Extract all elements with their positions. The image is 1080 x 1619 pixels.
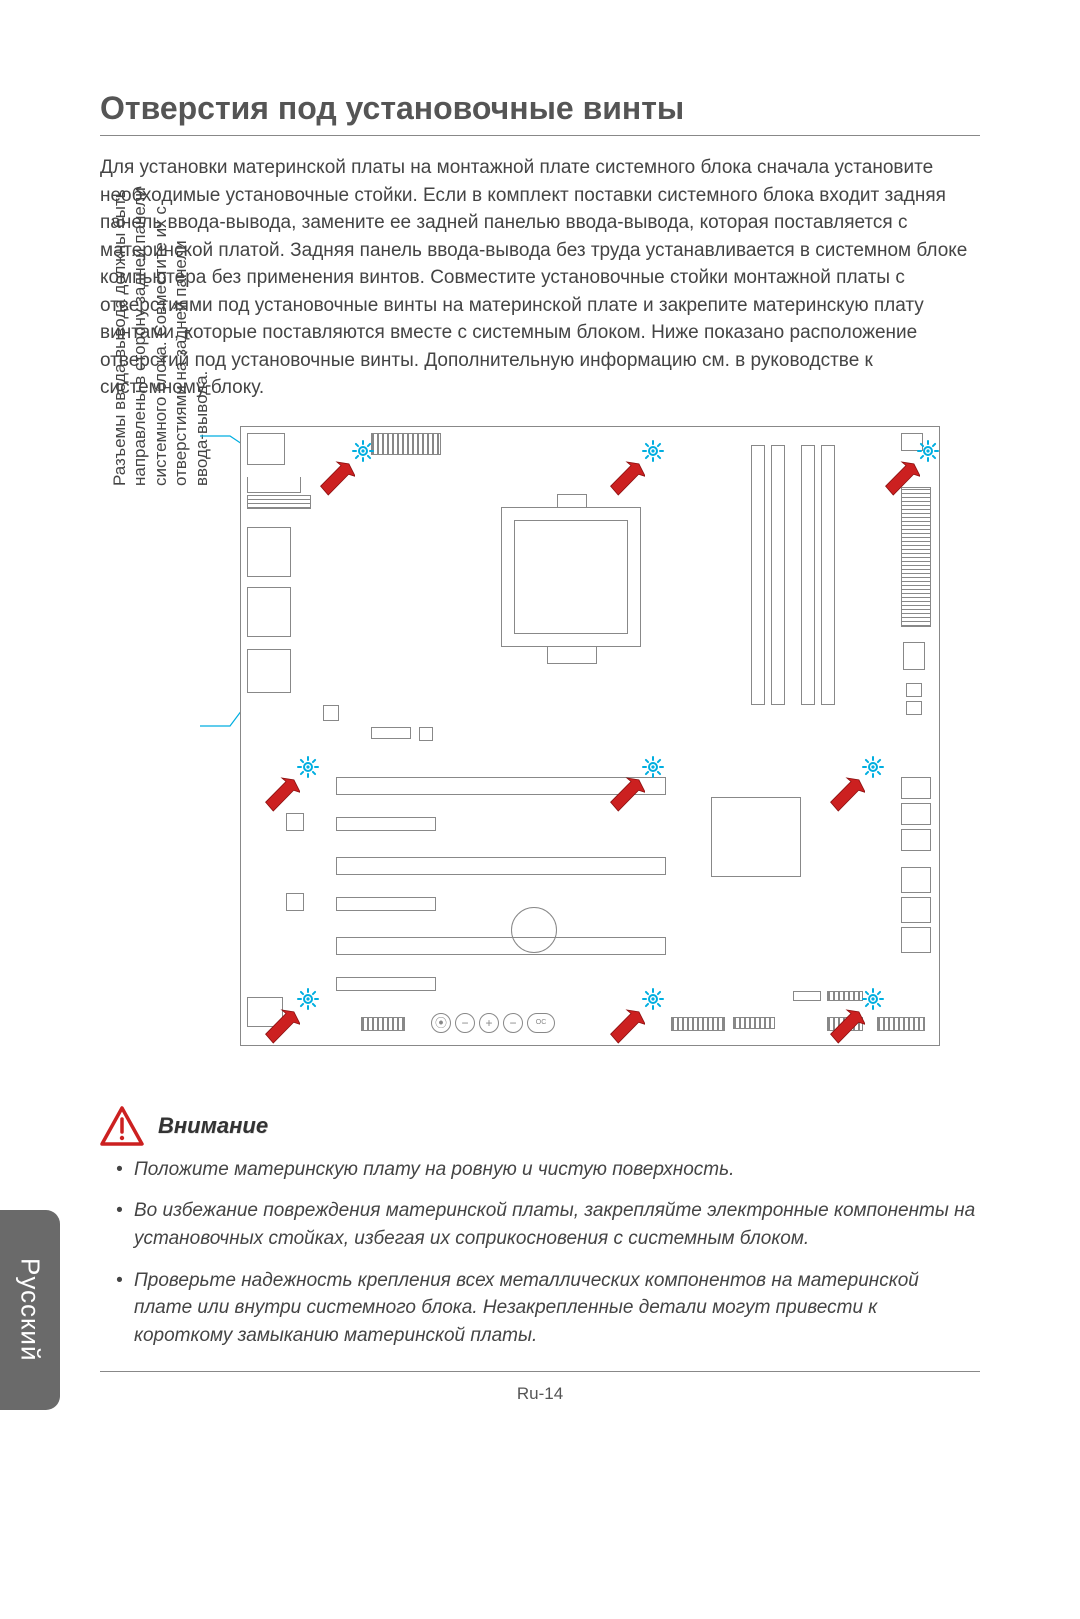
sata-block-3 [901,829,931,851]
front-panel-header [877,1017,925,1031]
sata-block-1 [901,777,931,799]
footer-rule [100,1371,980,1372]
oc-button-2: − [455,1013,475,1033]
pcie-slot-2 [336,817,436,831]
bullet-item: Положите материнскую плату на ровную и ч… [116,1156,980,1184]
bullet-item: Во избежание повреждения материнской пла… [116,1197,980,1252]
sata-block-2 [901,803,931,825]
atx-24pin [901,487,931,627]
mid-header-1b [419,727,433,741]
intro-paragraph: Для установки материнской платы на монта… [100,154,980,402]
pcie-slot-4 [336,897,436,911]
atx-power-header [371,433,441,455]
ram-slot-3 [801,445,815,705]
language-tab: Русский [0,1210,60,1410]
pointer-arrow-icon [829,1005,865,1053]
pointer-arrow-icon [264,773,300,821]
title-rule [100,135,980,136]
header-tr-3 [906,683,922,697]
io-block-1 [247,433,285,465]
bottom-header-3 [733,1017,775,1029]
mid-header-1 [371,727,411,739]
chipset [711,797,801,877]
notice-title: Внимание [158,1113,268,1139]
sata-block-5 [901,897,931,923]
pointer-arrow-icon [319,457,355,505]
pointer-arrow-icon [829,773,865,821]
sata-block-4 [901,867,931,893]
oc-button-4: − [503,1013,523,1033]
page-title: Отверстия под установочные винты [100,90,980,127]
warning-icon [100,1106,144,1146]
motherboard-outline: ⦿ − + − OC [240,426,940,1046]
oc-button-3: + [479,1013,499,1033]
page-number: Ru-14 [100,1384,980,1404]
notice-section: Внимание Положите материнскую плату на р… [100,1106,980,1349]
chip-small-3 [286,893,304,911]
pointer-arrow-icon [264,1005,300,1053]
pointer-arrow-icon [884,457,920,505]
cpu-socket [501,507,641,647]
ram-slot-2 [771,445,785,705]
oc-genie-button: OC [527,1013,555,1033]
ram-slot-1 [751,445,765,705]
notice-bullets: Положите материнскую плату на ровную и ч… [100,1156,980,1349]
bottom-header-4 [793,991,821,1001]
pointer-arrow-icon [609,1005,645,1053]
pointer-arrow-icon [609,773,645,821]
io-side-label: Разъемы ввода-вывода должны быть направл… [110,186,212,486]
pointer-arrow-icon [609,457,645,505]
bullet-item: Проверьте надежность крепления всех мета… [116,1267,980,1350]
sata-block-6 [901,927,931,953]
bottom-header-2 [671,1017,725,1031]
io-block-4 [247,587,291,637]
header-tr-4 [906,701,922,715]
io-block-2b [247,495,311,509]
header-tr-2 [903,642,925,670]
pcie-slot-3 [336,857,666,875]
pcie-slot-6 [336,977,436,991]
chip-small-1 [323,705,339,721]
pcie-slot-5 [336,937,666,955]
bottom-header-1 [361,1017,405,1031]
motherboard-diagram: Разъемы ввода-вывода должны быть направл… [200,426,960,1066]
ram-slot-4 [821,445,835,705]
oc-button-1: ⦿ [431,1013,451,1033]
io-block-3 [247,527,291,577]
language-label: Русский [15,1258,46,1361]
io-block-5 [247,649,291,693]
cmos-battery [511,907,557,953]
io-block-2 [247,477,301,493]
bottom-header-5 [827,991,863,1001]
